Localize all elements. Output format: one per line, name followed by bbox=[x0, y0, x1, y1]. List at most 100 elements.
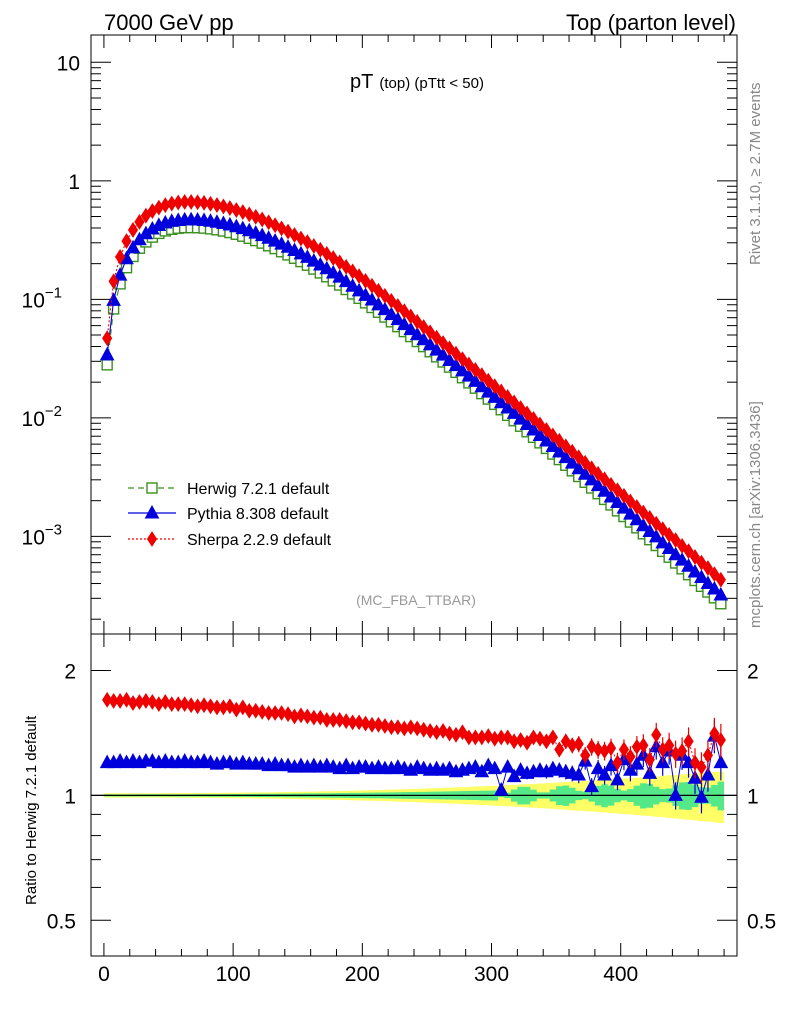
point-pythia bbox=[668, 546, 683, 561]
point-sherpa bbox=[250, 208, 261, 225]
point-pythia bbox=[571, 460, 587, 475]
point-sherpa bbox=[431, 329, 442, 346]
ratio-point-sherpa bbox=[302, 708, 313, 725]
point-sherpa bbox=[218, 198, 229, 215]
ratio-point-sherpa bbox=[625, 748, 636, 765]
legend-marker bbox=[146, 482, 158, 494]
ratio-point-sherpa bbox=[179, 696, 190, 713]
point-sherpa bbox=[560, 438, 571, 455]
ratio-point-sherpa bbox=[683, 733, 694, 750]
main-y-tick-label: 10−3 bbox=[22, 521, 62, 549]
tick-base: 10 bbox=[22, 408, 45, 431]
point-pythia bbox=[99, 346, 115, 361]
point-pythia bbox=[674, 552, 690, 566]
point-sherpa bbox=[612, 482, 623, 499]
ratio-point-pythia bbox=[713, 754, 729, 769]
point-sherpa bbox=[502, 389, 513, 405]
point-sherpa bbox=[638, 504, 649, 521]
point-pythia bbox=[610, 494, 625, 509]
point-pythia bbox=[338, 273, 354, 288]
legend-label: Sherpa 2.2.9 default bbox=[187, 532, 332, 549]
ratio-point-sherpa bbox=[205, 698, 216, 715]
rivet-version-label: Rivet 3.1.10, ≥ 2.7M events bbox=[747, 83, 764, 266]
ratio-series bbox=[99, 691, 729, 814]
tick-exponent: −2 bbox=[45, 403, 62, 420]
point-sherpa bbox=[554, 432, 565, 449]
point-sherpa bbox=[386, 292, 397, 309]
ratio-point-sherpa bbox=[295, 707, 307, 724]
point-pythia bbox=[409, 326, 425, 341]
ratio-point-sherpa bbox=[573, 736, 584, 752]
point-sherpa bbox=[102, 330, 113, 347]
point-pythia bbox=[106, 292, 121, 306]
ratio-series-sherpa bbox=[102, 691, 726, 784]
ratio-point-pythia bbox=[500, 759, 516, 773]
x-tick-label: 100 bbox=[216, 963, 251, 986]
ratio-point-sherpa bbox=[353, 714, 365, 731]
ratio-point-sherpa bbox=[198, 697, 210, 714]
ratio-point-sherpa bbox=[341, 713, 352, 730]
point-sherpa bbox=[418, 319, 429, 335]
point-sherpa bbox=[198, 194, 210, 211]
legend-item-herwig: Herwig 7.2.1 default bbox=[128, 481, 330, 498]
point-sherpa bbox=[373, 282, 384, 299]
point-herwig bbox=[101, 359, 113, 371]
tick-exponent: −1 bbox=[45, 284, 62, 301]
point-sherpa bbox=[625, 493, 636, 510]
tick-base: 10 bbox=[22, 526, 45, 549]
ratio-point-sherpa bbox=[457, 724, 468, 741]
plot-title: pT (top) (pTtt < 50) bbox=[350, 71, 484, 93]
point-sherpa bbox=[399, 303, 410, 320]
ratio-point-sherpa bbox=[554, 741, 565, 758]
ratio-series-pythia bbox=[99, 720, 729, 814]
point-sherpa bbox=[121, 233, 132, 250]
x-tick-label: 200 bbox=[345, 963, 380, 986]
point-pythia bbox=[623, 506, 638, 520]
ratio-point-pythia bbox=[590, 760, 606, 775]
point-sherpa bbox=[366, 277, 378, 294]
point-pythia bbox=[455, 362, 470, 377]
x-tick-label: 0 bbox=[98, 963, 110, 986]
point-pythia bbox=[687, 563, 703, 578]
point-sherpa bbox=[405, 308, 416, 325]
ratio-point-sherpa bbox=[276, 705, 287, 721]
point-pythia bbox=[590, 477, 606, 492]
ratio-point-sherpa bbox=[547, 729, 558, 746]
series-herwig bbox=[101, 221, 727, 610]
point-pythia bbox=[429, 342, 444, 356]
point-pythia bbox=[506, 405, 522, 419]
legend-marker bbox=[144, 504, 160, 519]
ratio-point-pythia bbox=[468, 759, 483, 773]
legend-item-sherpa: Sherpa 2.2.9 default bbox=[128, 531, 332, 549]
point-sherpa bbox=[114, 248, 126, 265]
point-sherpa bbox=[205, 195, 216, 212]
ratio-point-sherpa bbox=[612, 754, 623, 771]
point-sherpa bbox=[134, 213, 145, 230]
point-sherpa bbox=[702, 560, 714, 576]
point-pythia bbox=[396, 316, 412, 331]
legend-label: Pythia 8.308 default bbox=[187, 506, 329, 523]
header-left: 7000 GeV pp bbox=[104, 10, 234, 35]
point-sherpa bbox=[521, 405, 533, 422]
point-sherpa bbox=[321, 245, 332, 262]
ratio-point-sherpa bbox=[521, 734, 533, 751]
ratio-point-pythia bbox=[571, 766, 587, 781]
point-sherpa bbox=[450, 345, 462, 362]
point-sherpa bbox=[231, 202, 242, 218]
ratio-point-sherpa bbox=[373, 716, 384, 733]
ratio-point-sherpa bbox=[676, 743, 688, 759]
point-sherpa bbox=[192, 194, 203, 211]
ratio-point-sherpa bbox=[102, 691, 113, 708]
point-pythia bbox=[487, 389, 503, 403]
point-pythia bbox=[539, 432, 554, 447]
ratio-point-sherpa bbox=[644, 751, 655, 768]
point-pythia bbox=[480, 384, 496, 398]
point-pythia bbox=[694, 569, 709, 583]
point-pythia bbox=[358, 287, 373, 301]
point-pythia bbox=[519, 416, 535, 431]
ratio-point-sherpa bbox=[638, 737, 649, 754]
ratio-point-sherpa bbox=[250, 702, 261, 719]
ratio-point-pythia bbox=[584, 778, 599, 793]
point-pythia bbox=[655, 534, 671, 549]
